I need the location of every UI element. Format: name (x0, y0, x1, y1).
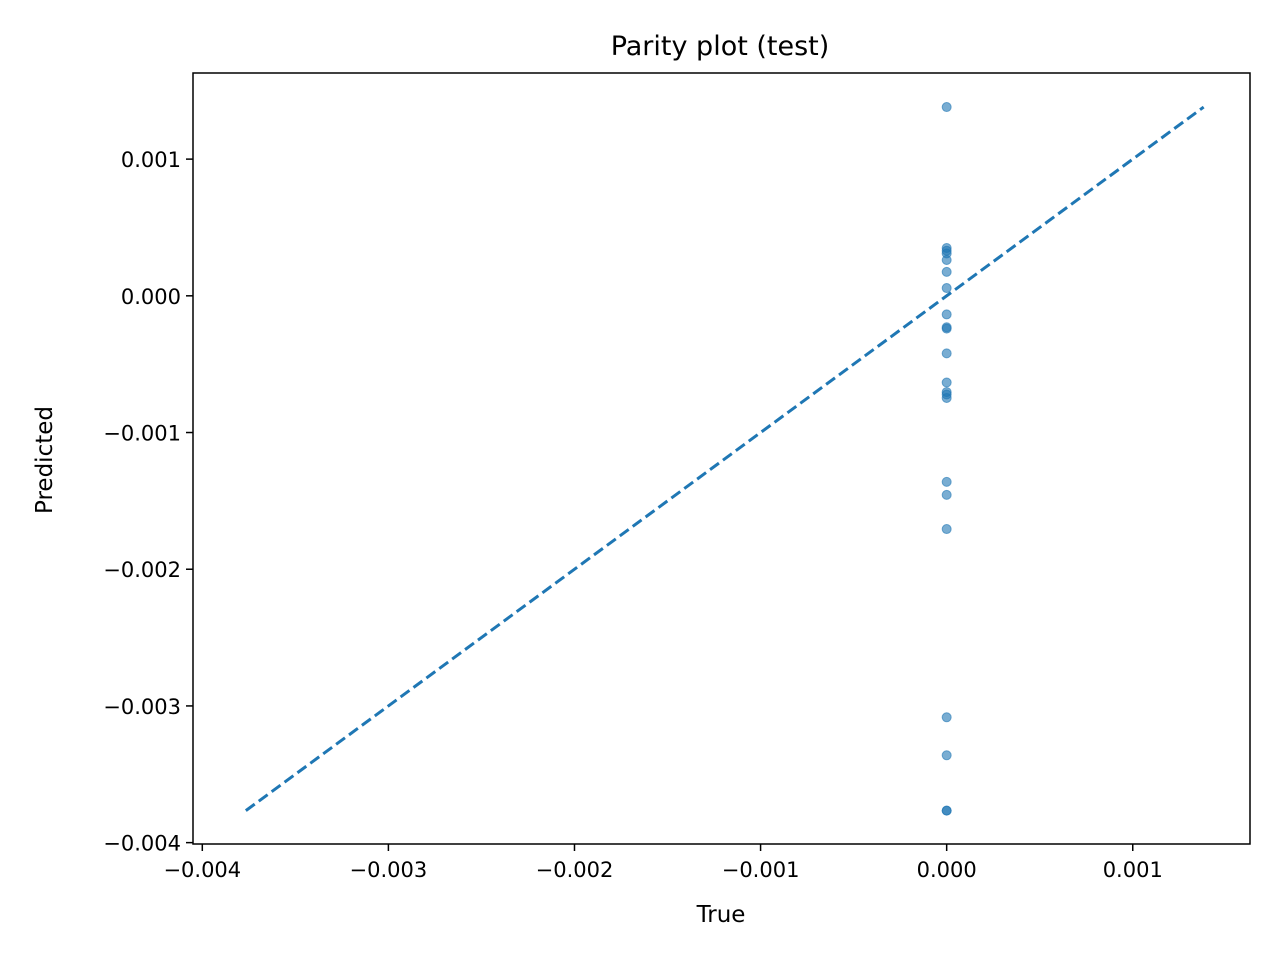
x-tick-label: −0.004 (163, 858, 241, 882)
data-point (941, 102, 952, 113)
data-point (941, 489, 952, 500)
x-axis-label: True (696, 902, 746, 928)
data-point (941, 377, 952, 388)
data-point (941, 348, 952, 359)
x-tick-label: 0.000 (917, 858, 977, 882)
data-point (941, 524, 952, 535)
x-tick-label: 0.001 (1103, 858, 1163, 882)
plot-area (244, 102, 1205, 816)
data-point (941, 323, 952, 334)
y-axis: −0.004 −0.003 −0.002 −0.001 0.000 0.001 (103, 148, 193, 856)
data-point (941, 266, 952, 277)
y-tick-label: 0.001 (121, 148, 181, 172)
x-tick-label: −0.003 (350, 858, 428, 882)
data-point (941, 805, 952, 816)
data-point (941, 283, 952, 294)
chart-title: Parity plot (test) (611, 31, 830, 62)
data-point (941, 392, 952, 403)
y-tick-label: 0.000 (121, 285, 181, 309)
y-axis-label: Predicted (32, 406, 58, 514)
axes-frame (192, 72, 1251, 845)
y-tick-label: −0.003 (103, 695, 181, 719)
parity-reference-line (244, 105, 1205, 812)
y-tick-label: −0.004 (103, 832, 181, 856)
y-tick-label: −0.001 (103, 422, 181, 446)
data-point (941, 255, 952, 266)
data-point (941, 750, 952, 761)
x-axis: −0.004 −0.003 −0.002 −0.001 0.000 0.001 (163, 844, 1163, 882)
data-point (941, 309, 952, 320)
y-tick-label: −0.002 (103, 558, 181, 582)
x-tick-label: −0.002 (536, 858, 614, 882)
data-point (941, 476, 952, 487)
x-tick-label: −0.001 (722, 858, 800, 882)
data-point (941, 712, 952, 723)
